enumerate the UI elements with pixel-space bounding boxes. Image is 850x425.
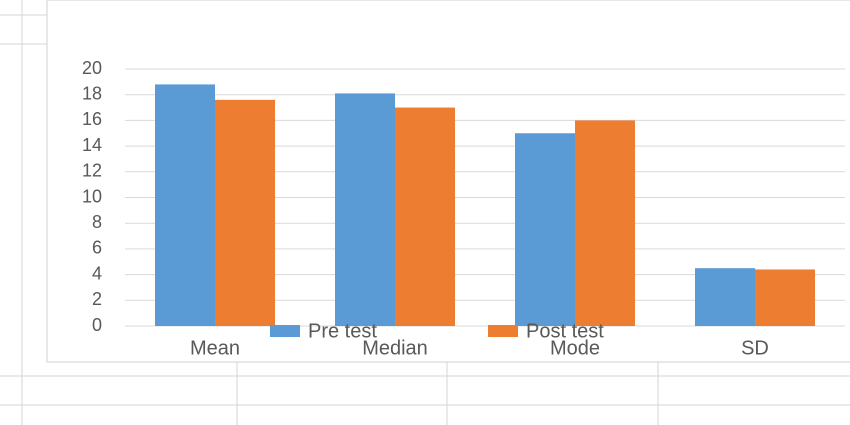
bar [695,268,755,326]
y-tick-label: 18 [82,83,102,103]
y-tick-label: 0 [92,315,102,335]
y-tick-label: 2 [92,289,102,309]
y-tick-label: 6 [92,238,102,258]
y-tick-label: 16 [82,109,102,129]
legend-label: Post test [526,320,604,342]
y-tick-label: 12 [82,161,102,181]
bar [395,107,455,326]
legend-swatch [488,325,518,337]
y-tick-label: 14 [82,135,102,155]
bar [755,269,815,326]
bar [215,99,275,326]
bar [155,84,215,326]
x-tick-label: Mean [190,337,240,359]
y-tick-label: 20 [82,58,102,78]
bar [575,120,635,327]
y-tick-label: 8 [92,212,102,232]
legend-swatch [270,325,300,337]
legend-label: Pre test [308,320,377,342]
bar [335,93,395,326]
x-tick-label: Mode [550,337,600,359]
x-tick-label: Median [362,337,428,359]
y-tick-label: 4 [92,263,102,283]
y-tick-label: 10 [82,186,102,206]
bar [515,133,575,326]
x-tick-label: SD [741,337,769,359]
